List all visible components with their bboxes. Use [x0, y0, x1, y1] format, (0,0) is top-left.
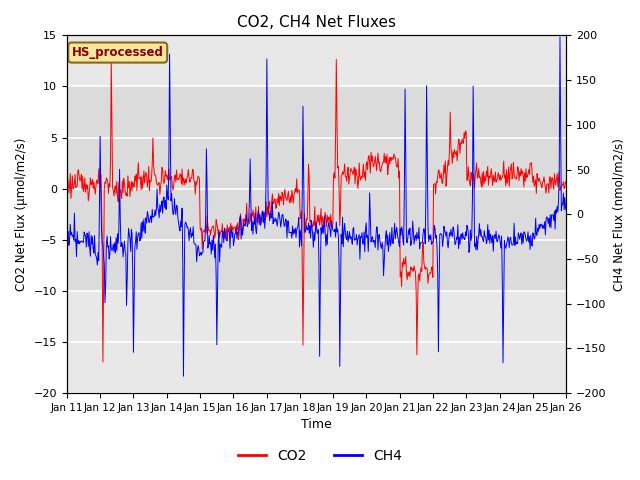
Bar — [67, 86, 566, 291]
Y-axis label: CO2 Net Flux (μmol/m2/s): CO2 Net Flux (μmol/m2/s) — [15, 138, 28, 291]
X-axis label: Time: Time — [301, 419, 332, 432]
Legend: CO2, CH4: CO2, CH4 — [232, 443, 408, 468]
Title: CO2, CH4 Net Fluxes: CO2, CH4 Net Fluxes — [237, 15, 396, 30]
Y-axis label: CH4 Net Flux (nmol/m2/s): CH4 Net Flux (nmol/m2/s) — [612, 138, 625, 291]
Text: HS_processed: HS_processed — [72, 46, 164, 59]
